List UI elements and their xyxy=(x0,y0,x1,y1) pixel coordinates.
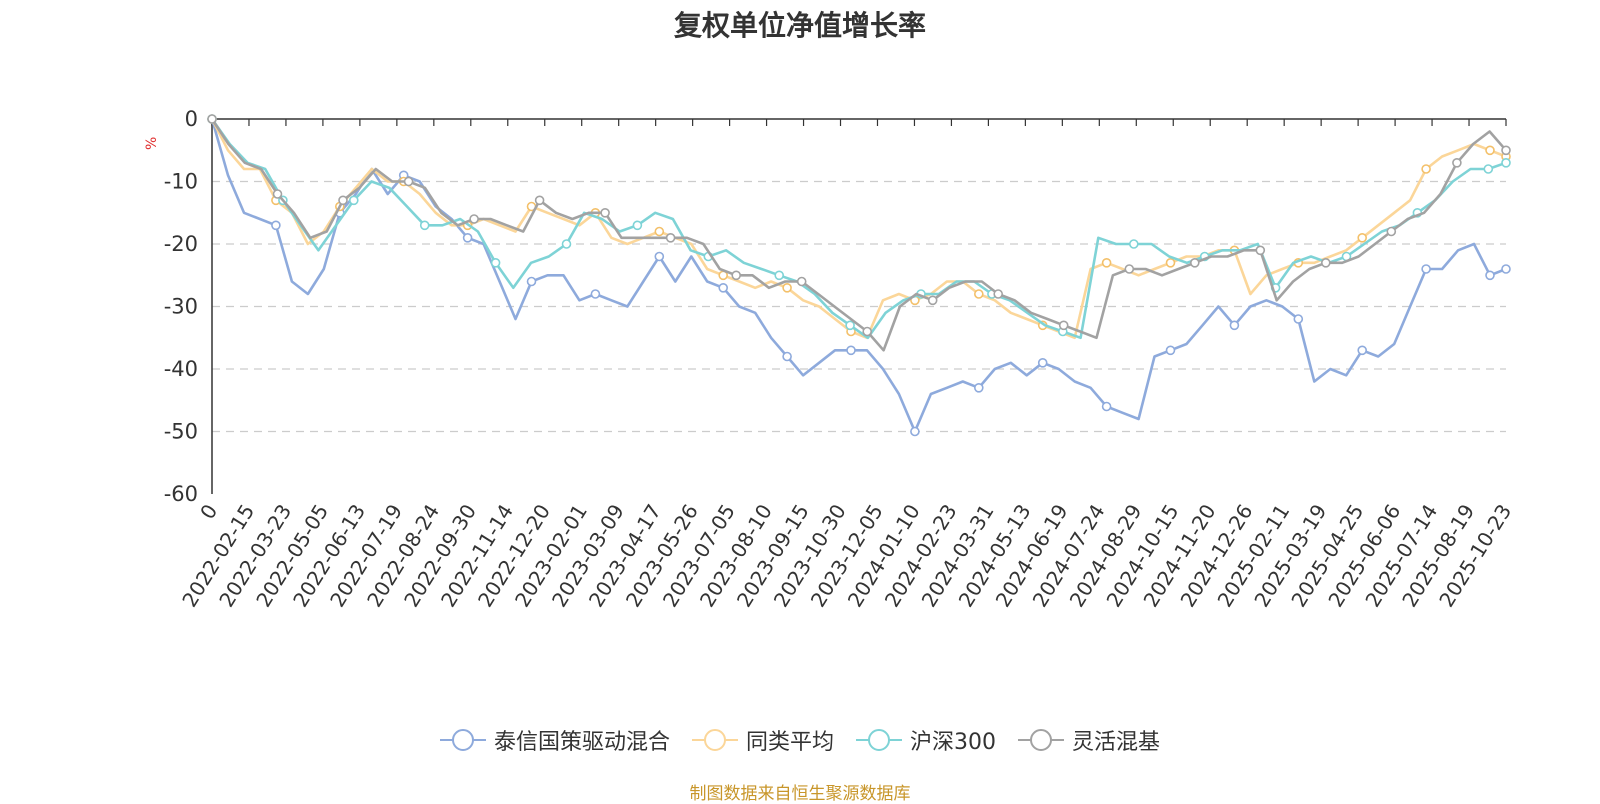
y-tick-label: -30 xyxy=(164,295,198,319)
legend: 泰信国策驱动混合 同类平均 沪深300 灵活混基 xyxy=(0,724,1600,756)
series-line xyxy=(210,118,1507,352)
data-point xyxy=(1357,233,1367,243)
data-point xyxy=(1293,314,1304,324)
data-point xyxy=(845,320,855,331)
data-point xyxy=(1229,320,1240,331)
x-tick-label: 0 xyxy=(195,500,222,524)
data-point xyxy=(1483,164,1494,174)
data-point xyxy=(526,276,537,287)
data-point xyxy=(927,295,938,306)
legend-marker-icon xyxy=(439,728,486,752)
data-point xyxy=(1037,357,1048,368)
data-point xyxy=(782,351,792,362)
data-point xyxy=(1485,145,1495,156)
data-point xyxy=(1357,345,1367,356)
data-point xyxy=(1101,257,1112,268)
axes: 0-10-20-30-40-50-6002022-02-152022-03-23… xyxy=(164,107,1517,611)
data-point xyxy=(561,239,572,249)
data-point xyxy=(469,214,479,224)
legend-item-peer-average[interactable]: 同类平均 xyxy=(691,724,834,756)
y-tick-label: -60 xyxy=(164,482,198,506)
grid-lines xyxy=(212,180,1506,433)
data-point xyxy=(348,195,359,206)
data-point xyxy=(1129,239,1139,249)
data-point xyxy=(1452,158,1462,168)
legend-marker-icon xyxy=(856,728,902,752)
data-point xyxy=(665,233,676,243)
data-point xyxy=(1386,226,1397,237)
data-point xyxy=(782,282,792,293)
legend-marker-icon xyxy=(691,728,738,752)
data-point xyxy=(862,326,873,337)
series-line xyxy=(210,118,1507,340)
data-point xyxy=(1485,270,1495,281)
data-point xyxy=(1501,145,1511,156)
data-point xyxy=(1101,401,1112,412)
chart-title: 复权单位净值增长率 xyxy=(673,9,926,42)
legend-label: 同类平均 xyxy=(745,730,834,755)
legend-label: 沪深300 xyxy=(910,730,996,755)
y-tick-label: -20 xyxy=(164,232,198,256)
data-point xyxy=(534,195,545,206)
data-point xyxy=(973,382,984,393)
data-point xyxy=(590,289,601,299)
data-point xyxy=(1421,264,1431,274)
data-point xyxy=(1421,164,1431,174)
y-tick-label: -50 xyxy=(164,420,198,444)
data-point xyxy=(490,257,501,268)
data-point xyxy=(654,226,665,237)
data-point xyxy=(654,251,665,262)
series-line xyxy=(210,118,1507,433)
data-point xyxy=(338,195,348,206)
data-point xyxy=(462,233,473,243)
y-tick-label: 0 xyxy=(185,107,198,131)
data-source-note: 制图数据来自恒生聚源数据库 xyxy=(689,784,911,804)
legend-item-fund[interactable]: 泰信国策驱动混合 xyxy=(439,724,670,756)
data-point xyxy=(419,220,430,231)
series-lines xyxy=(207,114,1511,437)
data-point xyxy=(403,176,414,187)
legend-item-flexible-mixed[interactable]: 灵活混基 xyxy=(1018,724,1160,756)
data-point xyxy=(774,270,785,281)
legend-item-csi300[interactable]: 沪深300 xyxy=(856,724,996,756)
data-point xyxy=(973,289,984,299)
series-line xyxy=(210,118,1507,340)
y-tick-label: -10 xyxy=(164,170,198,194)
data-point xyxy=(600,208,610,218)
data-point xyxy=(207,114,217,124)
legend-label: 泰信国策驱动混合 xyxy=(493,730,670,755)
data-point xyxy=(1124,264,1135,274)
y-tick-label: -40 xyxy=(164,357,198,381)
data-point xyxy=(632,220,643,231)
data-point xyxy=(731,270,742,281)
data-point xyxy=(1501,264,1511,274)
data-point xyxy=(1165,257,1176,268)
data-point xyxy=(1165,345,1176,356)
data-point xyxy=(718,282,729,293)
data-point xyxy=(1058,320,1069,331)
data-point xyxy=(1190,257,1200,268)
data-point xyxy=(1255,245,1266,256)
data-point xyxy=(1501,158,1511,168)
data-point xyxy=(1321,257,1331,268)
data-point xyxy=(796,276,807,287)
data-point xyxy=(272,189,283,199)
data-point xyxy=(993,289,1004,299)
legend-label: 灵活混基 xyxy=(1072,730,1161,755)
data-point xyxy=(910,426,920,437)
legend-marker-icon xyxy=(1018,728,1064,752)
data-point xyxy=(846,345,856,356)
data-point xyxy=(271,220,281,231)
